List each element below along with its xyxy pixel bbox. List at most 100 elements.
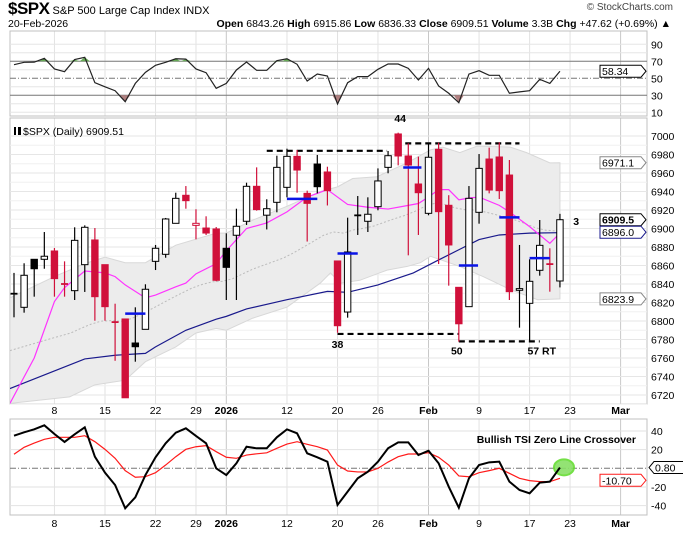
triangle-up-icon: ▲ [660,18,671,30]
x-axis-label: 9 [476,518,482,530]
candle-body [434,148,443,213]
candle-body [141,288,150,330]
change-value: +47.62 (+0.69%) [579,18,658,30]
chart-date: 20-Feb-2026 [8,18,69,30]
x-axis-label: Mar [611,405,630,417]
copyright: © StockCharts.com [586,2,673,13]
tsi-line [13,424,561,511]
x-axis-label: 8 [52,405,58,417]
candle-body [91,239,99,298]
candle-body [556,219,564,282]
price-tick-label: 6860 [651,261,675,273]
candle-body [485,158,493,191]
x-axis-label: Feb [419,518,438,530]
price-tick-label: 6740 [651,372,675,384]
open-label: Open [216,18,244,30]
low-label: Low [354,18,376,30]
quote-summary: Open 6843.26 High 6915.86 Low 6836.33 Cl… [216,18,671,30]
price-tick-label: 6920 [651,205,675,217]
rsi-series-group [13,56,561,106]
x-axis-label: 2026 [215,405,239,417]
candle-body [404,155,412,166]
candle-body [475,167,483,213]
tsi-signal-value-label: -10.70 [602,475,632,487]
price-value-tag [599,292,647,306]
candle-body [343,251,352,313]
candle-body [222,247,231,268]
candle-body [384,155,392,168]
rsi-overbought-fill [170,58,181,62]
price-tick-label: 6720 [651,390,675,402]
high-label: High [287,18,311,30]
wave-count-label: 3 [573,216,579,228]
tsi-tick-label: 20 [651,445,663,457]
x-axis-label: 9 [476,405,482,417]
candle-body [212,228,220,281]
price-tick-label: 6940 [651,187,675,199]
rsi-overbought-fill [79,57,90,62]
price-tick-label: 6900 [651,224,675,236]
price-value-tag [599,213,647,227]
candle-body [495,156,503,192]
candle-body [81,226,89,266]
candle-body [525,280,534,304]
candle-body [151,247,160,262]
candle-body [121,318,129,399]
price-series-group [10,132,564,404]
candle-body [50,250,59,280]
x-axis-label: 23 [564,405,576,417]
x-axis-label: 12 [281,405,293,417]
price-tick-label: 7000 [651,131,675,143]
x-axis-label: 23 [564,518,576,530]
rsi-panel-frame [9,30,648,117]
price-tick-label: 6980 [651,150,675,162]
tsi-tick-label: 40 [651,426,663,438]
price-value-label: 6971.1 [602,158,634,170]
candle-body [424,156,433,214]
price-value-label: 6909.5 [602,215,634,227]
x-axis-label: 26 [372,405,384,417]
security-name: S&P 500 Large Cap Index [52,5,181,17]
price-legend-label: $SPX (Daily) 6909.51 [23,126,124,138]
candle-body [414,183,423,194]
wave-count-label: 38 [332,339,344,351]
candle-body [202,227,210,234]
rsi-tick-label: 70 [651,56,663,68]
tsi-value-tag [648,461,683,475]
candle-body [242,185,251,222]
candle-body [455,286,463,325]
x-axis-label: 2026 [215,518,239,530]
tsi-value-label: 0.80 [655,463,676,475]
x-axis-label: 29 [190,405,202,417]
rsi-value-label: 58.34 [602,66,628,78]
rsi-tick-label: 10 [651,107,663,119]
price-tick-label: 6960 [651,168,675,180]
candle-body [374,180,382,208]
candle-body [364,213,372,222]
price-tick-label: 6840 [651,279,675,291]
candle-body [192,222,200,226]
price-value-tag [599,156,647,170]
candle-body [263,208,271,216]
candle-body [445,204,453,246]
chart-title: $SPX S&P 500 Large Cap Index INDX [8,0,210,20]
price-tick-label: 6820 [651,298,675,310]
x-axis-label: 20 [332,405,344,417]
rsi-tick-label: 90 [651,39,663,51]
candle-legend-icon [18,127,21,135]
tsi-tick-label: -20 [651,482,666,494]
candle-body [131,342,140,348]
exchange: INDX [183,5,210,17]
change-label: Chg [556,18,577,30]
tsi-signal-value-tag [599,473,647,487]
price-tick-label: 6880 [651,242,675,254]
x-axis-label: 12 [281,518,293,530]
candle-body [323,171,332,192]
x-axis-label: 20 [332,518,344,530]
x-axis-label: 17 [524,405,536,417]
price-value-label: 6823.9 [602,294,634,306]
bollinger-midline [10,202,556,352]
candle-body [313,163,322,188]
x-axis-label: 29 [190,518,202,530]
